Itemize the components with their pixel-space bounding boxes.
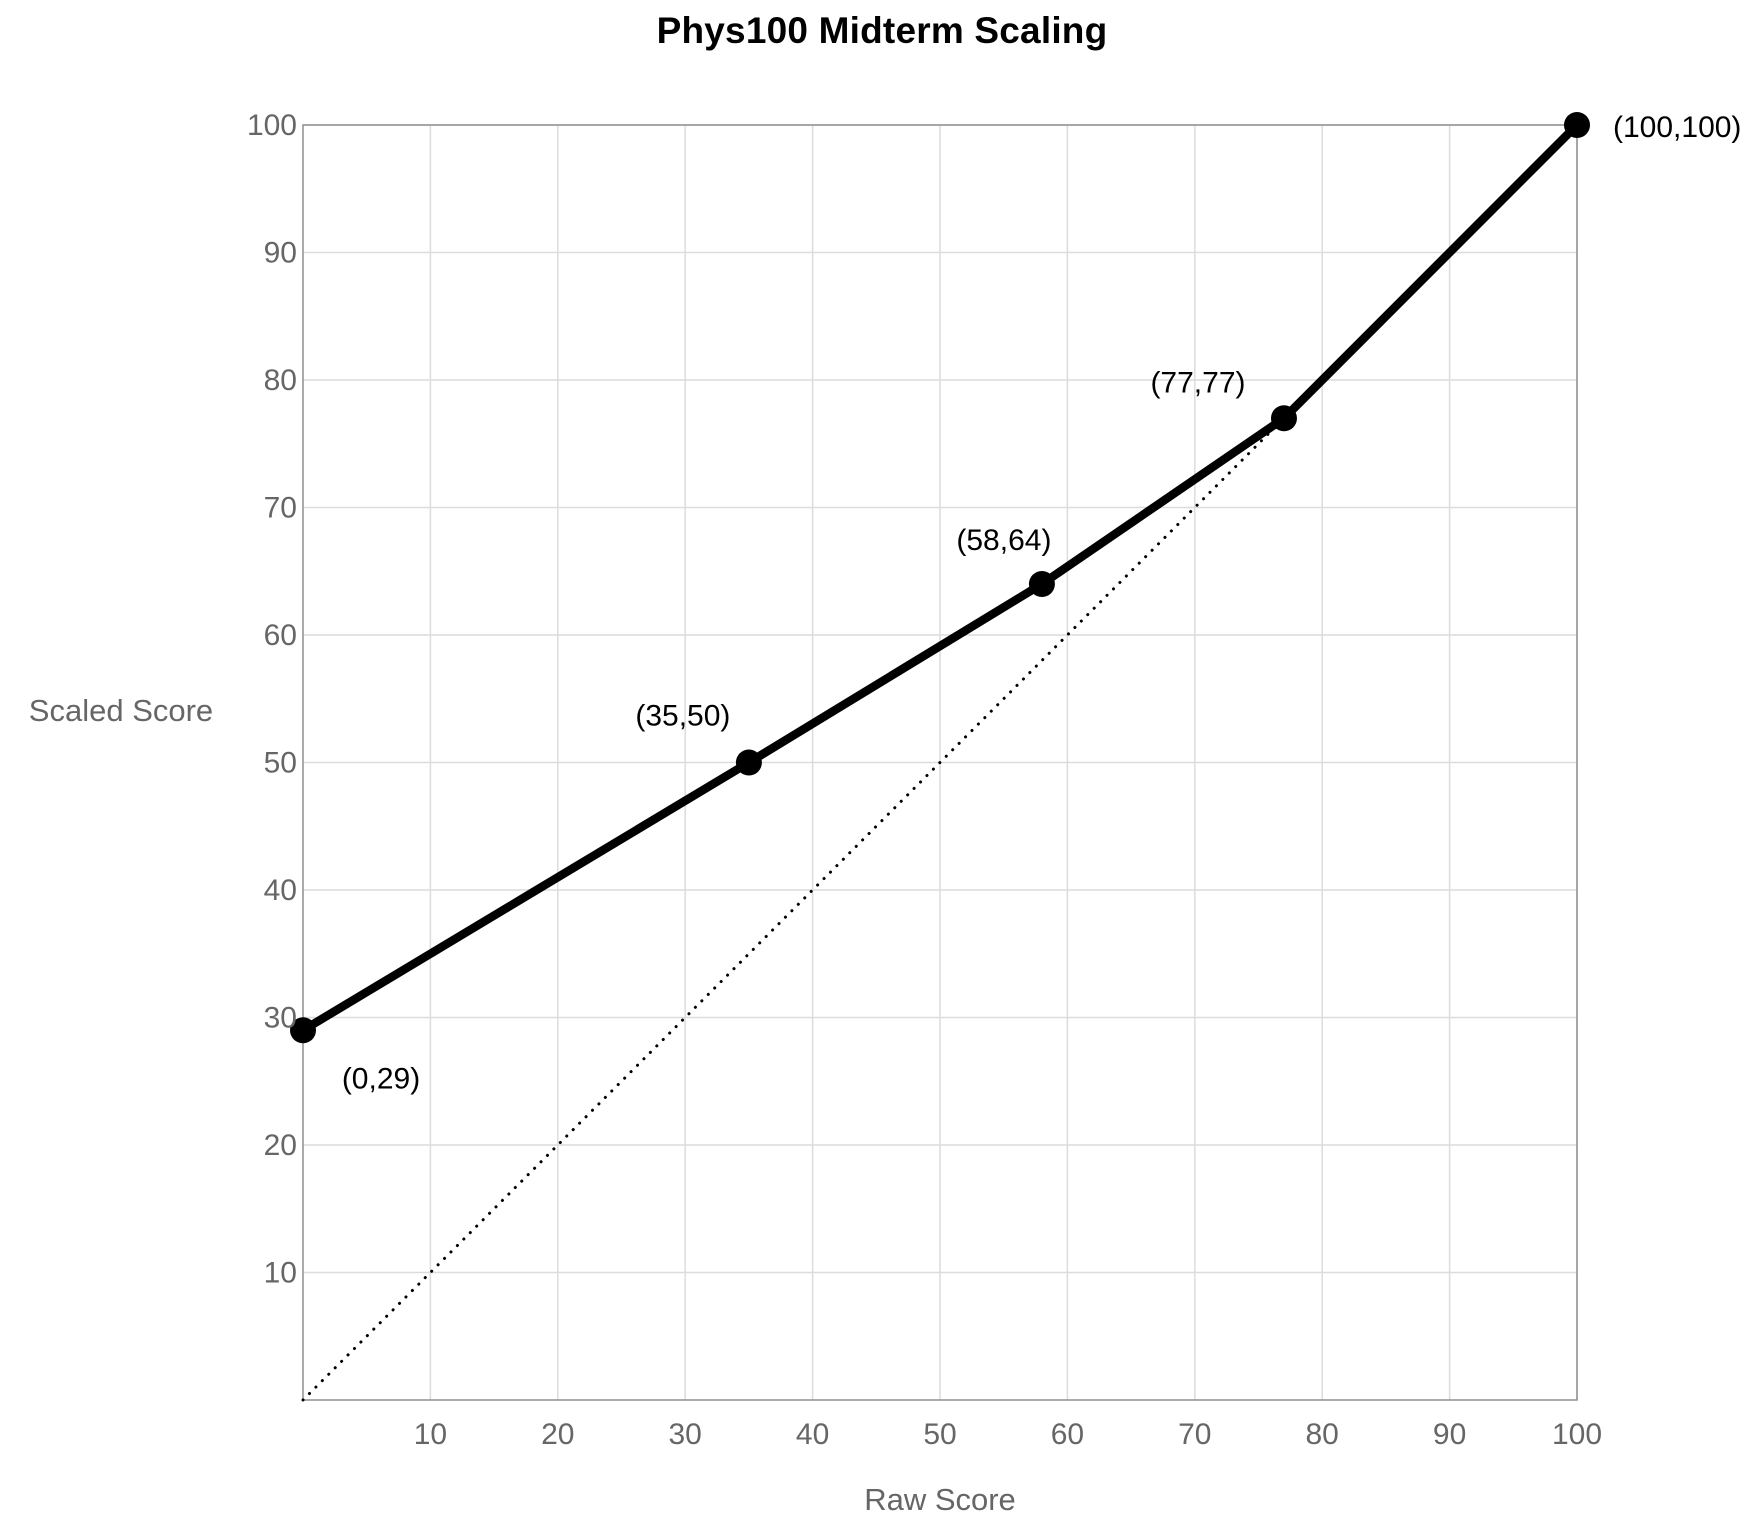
- data-point-label: (58,64): [956, 524, 1051, 557]
- x-tick-label: 80: [1306, 1418, 1339, 1451]
- data-point: [1270, 405, 1297, 432]
- y-tick-label: 70: [264, 492, 297, 525]
- data-point-label: (77,77): [1150, 366, 1245, 399]
- y-tick-label: 50: [264, 747, 297, 780]
- plot-border: [302, 124, 1578, 1401]
- y-tick-label: 80: [264, 364, 297, 397]
- data-point: [1028, 571, 1055, 597]
- x-tick-label: 70: [1178, 1418, 1211, 1451]
- y-tick-label: 60: [264, 619, 297, 652]
- x-tick-label: 10: [414, 1418, 447, 1451]
- y-tick-label: 10: [264, 1257, 297, 1290]
- x-tick-label: 30: [669, 1418, 702, 1451]
- x-tick-label: 20: [541, 1418, 574, 1451]
- y-tick-label: 40: [264, 874, 297, 907]
- y-tick-label: 20: [264, 1129, 297, 1162]
- y-tick-label: 30: [264, 1002, 297, 1035]
- y-tick-label: 100: [247, 109, 297, 142]
- x-tick-label: 60: [1051, 1418, 1084, 1451]
- y-axis-title: Scaled Score: [28, 693, 214, 728]
- data-point: [735, 749, 762, 776]
- x-axis-title: Raw Score: [864, 1482, 1016, 1517]
- x-tick-label: 50: [923, 1418, 956, 1451]
- data-point-label: (35,50): [635, 700, 730, 733]
- x-tick-label: 90: [1433, 1418, 1466, 1451]
- data-point: [1564, 112, 1590, 138]
- data-point: [290, 1017, 316, 1044]
- data-point-label: (0,29): [342, 1062, 420, 1095]
- y-tick-label: 90: [264, 237, 297, 270]
- x-tick-label: 100: [1552, 1418, 1602, 1451]
- x-tick-label: 40: [796, 1418, 829, 1451]
- data-point-label: (100,100): [1613, 111, 1741, 144]
- chart-title: Phys100 Midterm Scaling: [656, 10, 1108, 51]
